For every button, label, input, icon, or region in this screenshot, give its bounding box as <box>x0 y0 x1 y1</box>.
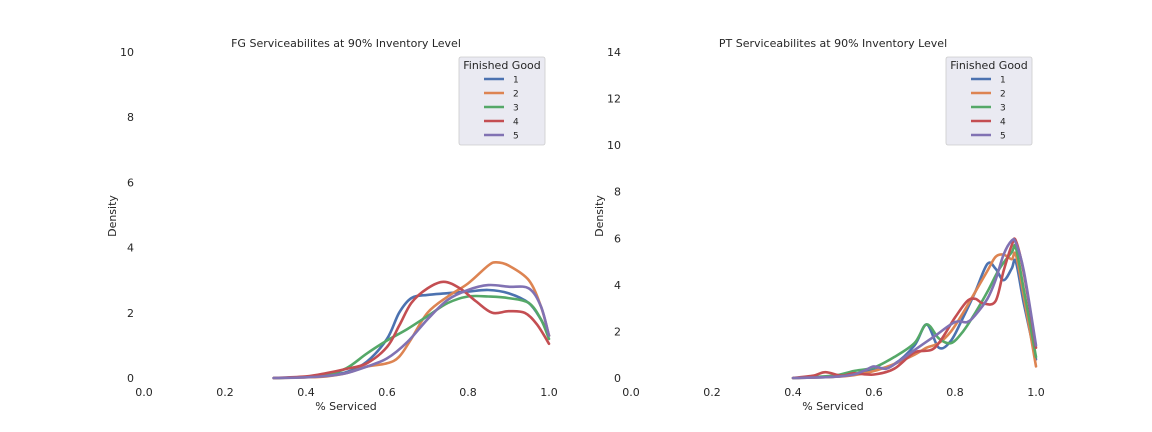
density-lines <box>272 260 551 380</box>
density-line-series-5 <box>272 283 551 380</box>
y-tick-label: 10 <box>607 139 621 152</box>
legend-label-4: 4 <box>513 118 519 128</box>
x-axis-ticks: 0.0 0.2 0.4 0.6 0.8 1.0 <box>622 386 1045 399</box>
fg-serviceability-chart: FG Serviceabilites at 90% Inventory Leve… <box>106 37 558 413</box>
x-axis-label: % Serviced <box>802 400 864 413</box>
x-tick-label: 0.2 <box>703 386 721 399</box>
y-tick-label: 8 <box>614 186 621 199</box>
density-line-series-4 <box>272 280 551 380</box>
legend-items: 1 2 3 4 5 <box>484 76 519 142</box>
chart-title: PT Serviceabilites at 90% Inventory Leve… <box>719 37 947 50</box>
legend-items: 1 2 3 4 5 <box>971 76 1006 142</box>
y-tick-label: 4 <box>614 279 621 292</box>
legend-label-3: 3 <box>1000 104 1006 114</box>
y-tick-label: 6 <box>127 176 134 189</box>
y-tick-label: 0 <box>614 372 621 385</box>
pt-serviceability-chart: PT Serviceabilites at 90% Inventory Leve… <box>593 37 1045 413</box>
y-tick-label: 8 <box>127 111 134 124</box>
x-tick-label: 0.8 <box>459 386 477 399</box>
y-tick-label: 14 <box>607 46 621 59</box>
legend-title: Finished Good <box>463 59 541 72</box>
x-tick-label: 0.6 <box>865 386 883 399</box>
x-tick-label: 0.0 <box>622 386 640 399</box>
y-tick-label: 10 <box>120 46 134 59</box>
x-tick-label: 0.6 <box>378 386 396 399</box>
y-axis-ticks: 0 2 4 6 8 10 12 14 <box>607 46 621 385</box>
legend-box <box>945 56 1033 146</box>
y-tick-label: 2 <box>127 307 134 320</box>
x-axis-ticks: 0.0 0.2 0.4 0.6 0.8 1.0 <box>135 386 558 399</box>
y-axis-label: Density <box>593 195 606 237</box>
x-tick-label: 1.0 <box>540 386 558 399</box>
y-tick-label: 0 <box>127 372 134 385</box>
x-tick-label: 0.0 <box>135 386 153 399</box>
density-line-series-5 <box>791 237 1038 380</box>
x-tick-label: 0.2 <box>216 386 234 399</box>
legend-label-5: 5 <box>513 132 519 142</box>
legend-label-2: 2 <box>1000 90 1006 100</box>
density-line-series-3 <box>272 294 551 380</box>
x-tick-label: 0.8 <box>946 386 964 399</box>
x-tick-label: 0.4 <box>784 386 802 399</box>
chart-title: FG Serviceabilites at 90% Inventory Leve… <box>231 37 461 50</box>
legend: Finished Good 1 2 3 4 5 <box>458 56 546 146</box>
x-tick-label: 1.0 <box>1027 386 1045 399</box>
y-tick-label: 4 <box>127 242 134 255</box>
x-axis-label: % Serviced <box>315 400 377 413</box>
legend-title: Finished Good <box>950 59 1028 72</box>
x-tick-label: 0.4 <box>297 386 315 399</box>
legend-label-4: 4 <box>1000 118 1006 128</box>
density-lines <box>791 237 1038 380</box>
y-tick-label: 2 <box>614 325 621 338</box>
legend: Finished Good 1 2 3 4 5 <box>945 56 1033 146</box>
legend-label-3: 3 <box>513 104 519 114</box>
legend-label-5: 5 <box>1000 132 1006 142</box>
y-axis-ticks: 0 2 4 6 8 10 <box>120 46 134 385</box>
y-axis-label: Density <box>106 195 119 237</box>
y-tick-label: 12 <box>607 93 621 106</box>
legend-label-1: 1 <box>513 76 519 86</box>
y-tick-label: 6 <box>614 232 621 245</box>
legend-box <box>458 56 546 146</box>
legend-label-1: 1 <box>1000 76 1006 86</box>
legend-label-2: 2 <box>513 90 519 100</box>
